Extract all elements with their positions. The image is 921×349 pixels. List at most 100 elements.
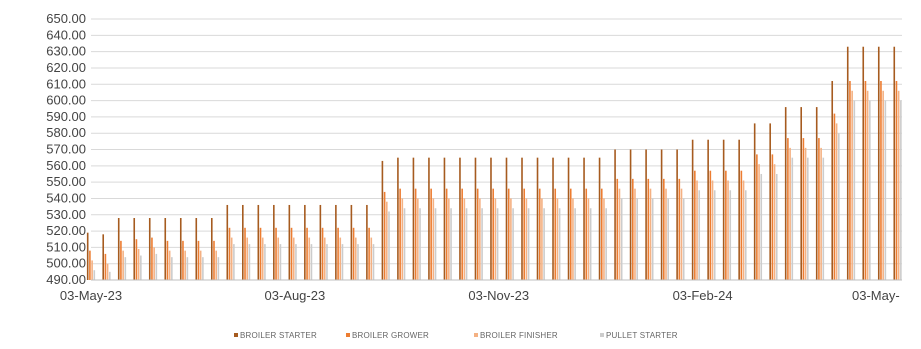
bar-pullet-starter [527,208,530,280]
bar-pullet-starter [93,270,96,280]
y-tick-label: 530.00 [46,207,86,222]
y-tick-label: 560.00 [46,158,86,173]
bar-pullet-starter [155,253,158,280]
bar-broiler-finisher [820,147,822,280]
bar-broiler-grower [414,188,417,280]
y-tick-label: 570.00 [46,142,86,157]
bar-pullet-starter [450,208,452,280]
bar-broiler-grower [275,227,277,280]
bar-broiler-finisher [354,237,357,280]
bar-broiler-starter [319,204,322,280]
bar-broiler-grower [89,250,91,280]
bar-broiler-starter [273,204,275,280]
bar-broiler-finisher [463,198,466,280]
bar-pullet-starter [217,257,220,280]
bar-broiler-finisher [634,188,636,280]
bar-broiler-finisher [91,260,93,280]
bar-broiler-starter [784,107,787,281]
bar-broiler-starter [164,218,167,280]
bar-broiler-finisher [727,180,729,280]
bar-broiler-finisher [541,198,543,280]
legend-swatch-broiler-starter [234,333,238,337]
bar-broiler-grower [507,188,510,280]
bar-broiler-grower [802,138,805,280]
bar-broiler-grower [895,80,898,280]
bar-broiler-starter [738,139,740,280]
bar-broiler-finisher [587,198,590,280]
bar-broiler-grower [740,170,743,280]
bar-broiler-grower [213,240,215,280]
y-tick-label: 540.00 [46,190,86,205]
bar-pullet-starter [248,244,251,280]
bar-broiler-starter [505,157,508,280]
bars [86,46,902,281]
y-tick-label: 610.00 [46,76,86,91]
y-tick-label: 640.00 [46,27,86,42]
bar-broiler-grower [182,240,184,280]
bar-pullet-starter [171,257,173,280]
bar-broiler-finisher [789,147,791,280]
x-tick-label: 03-Aug-23 [264,288,325,303]
bar-broiler-starter [133,218,136,280]
legend-label-pullet-starter: PULLET STARTER [606,331,678,340]
y-tick-label: 630.00 [46,44,86,59]
bar-pullet-starter [295,244,297,280]
bar-broiler-finisher [680,188,683,280]
bar-broiler-grower [849,80,851,280]
bar-broiler-grower [523,188,526,280]
bar-pullet-starter [403,208,406,280]
bar-broiler-finisher [292,237,295,280]
bar-broiler-finisher [773,164,776,280]
bar-broiler-finisher [261,237,264,280]
bar-broiler-finisher [510,198,512,280]
bar-pullet-starter [264,244,266,280]
bar-pullet-starter [729,190,732,280]
bar-broiler-grower [833,113,836,280]
bar-broiler-starter [846,46,849,281]
legend-label-broiler-finisher: BROILER FINISHER [480,331,558,340]
bar-broiler-grower [787,138,789,280]
legend-swatch-broiler-finisher [474,333,478,337]
bar-pullet-starter [605,208,607,280]
bar-broiler-starter [722,139,725,280]
bar-broiler-starter [366,204,368,280]
bar-broiler-starter [660,149,663,280]
bar-broiler-starter [877,46,880,281]
bar-pullet-starter [667,198,670,280]
bar-broiler-finisher [665,188,667,280]
bar-pullet-starter [807,157,809,280]
bar-pullet-starter [636,198,638,280]
bar-broiler-finisher [882,90,884,281]
bar-broiler-grower [725,170,727,280]
bar-broiler-finisher [572,198,574,280]
bar-broiler-finisher [137,249,140,280]
bar-broiler-grower [631,178,634,280]
bar-pullet-starter [233,244,235,280]
bar-broiler-starter [831,80,834,280]
bar-broiler-grower [151,237,153,280]
bar-broiler-finisher [308,237,311,280]
bar-broiler-finisher [835,123,838,281]
bar-broiler-finisher [277,237,280,280]
y-tick-label: 620.00 [46,60,86,75]
y-tick-label: 580.00 [46,125,86,140]
bar-broiler-grower [818,138,820,280]
bar-pullet-starter [109,271,111,280]
bar-broiler-finisher [339,237,342,280]
bar-broiler-grower [585,188,588,280]
bar-pullet-starter [682,198,685,280]
bar-broiler-starter [412,157,415,280]
bar-broiler-finisher [106,263,109,280]
bar-broiler-starter [753,123,756,281]
bar-pullet-starter [388,211,390,280]
bar-pullet-starter [713,190,716,280]
bar-broiler-grower [352,227,355,280]
bar-pullet-starter [838,133,840,280]
bar-broiler-grower [321,227,324,280]
bar-pullet-starter [574,208,576,280]
gridlines [91,18,902,281]
bar-broiler-starter [288,204,291,280]
bar-pullet-starter [372,244,375,280]
